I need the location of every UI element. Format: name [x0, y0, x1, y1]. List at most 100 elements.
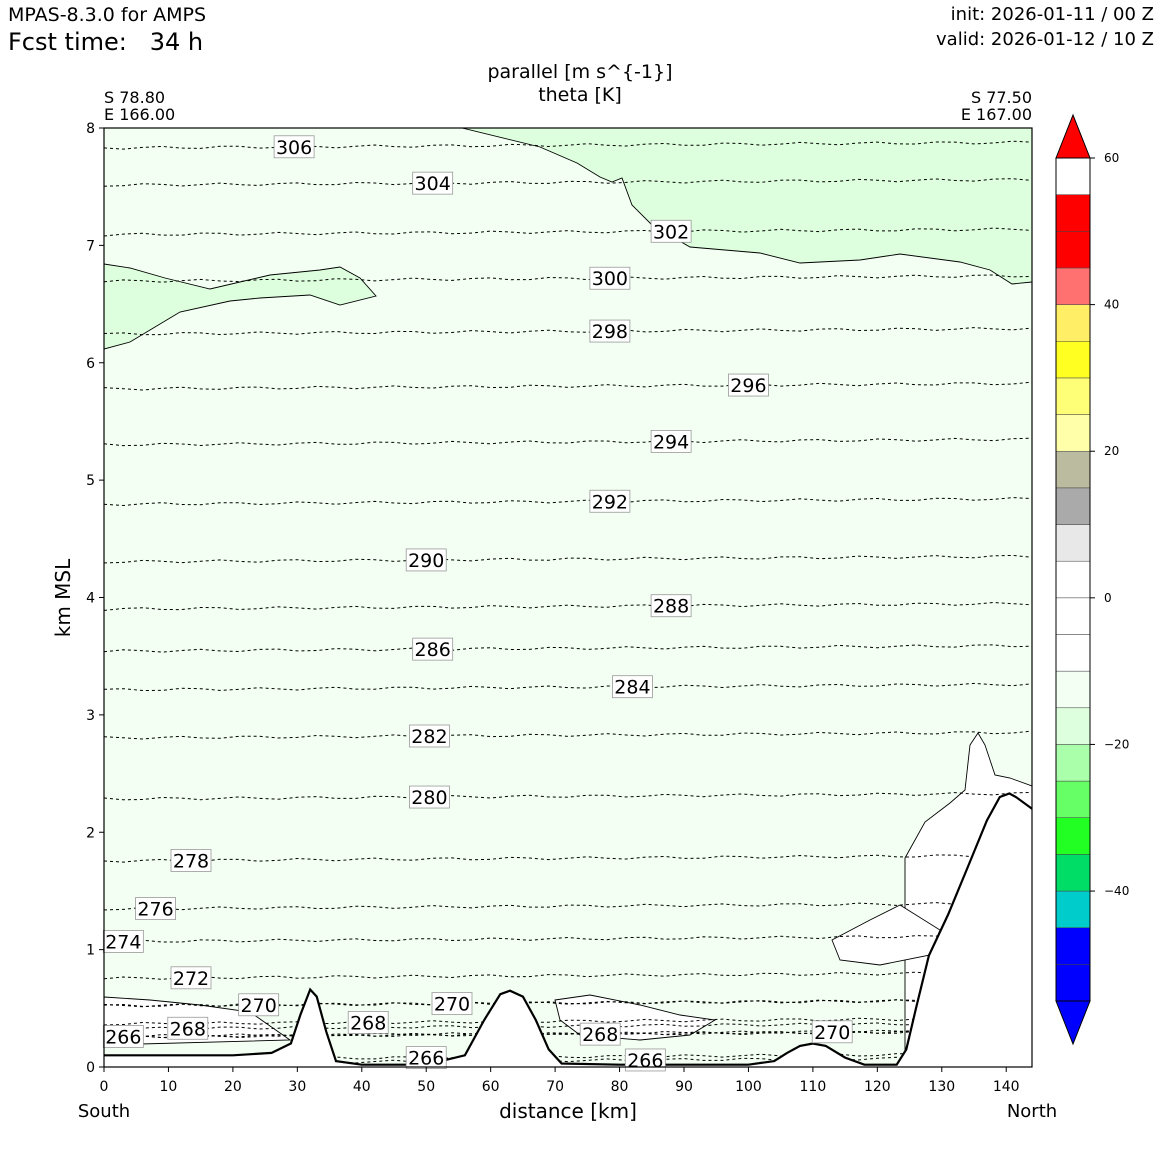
theta-label-box	[170, 966, 212, 990]
x-tick-label: 110	[800, 1079, 827, 1095]
y-tick-label: 6	[86, 356, 95, 372]
theta-label-274-16: 274	[102, 930, 144, 953]
theta-label-306-0: 306	[273, 135, 315, 159]
x-tick-label: 40	[353, 1079, 371, 1095]
theta-label-text: 278	[173, 850, 209, 872]
theta-label-text: 294	[653, 431, 689, 453]
theta-label-266-24: 266	[102, 1025, 144, 1048]
x-tick-label: 90	[675, 1079, 693, 1095]
theta-contour-300-3	[104, 274, 1032, 283]
theta-label-288-9: 288	[650, 594, 692, 618]
colorbar-tick-label: 40	[1104, 298, 1119, 312]
contour-labels: 306 304 302 300 298 296 294 292 290 288 286 284 282 2…	[102, 135, 853, 1072]
y-tick-label: 5	[86, 473, 95, 489]
theta-label-box	[167, 1016, 209, 1040]
theta-label-text: 266	[105, 1026, 141, 1048]
theta-label-278-14: 278	[170, 849, 212, 872]
theta-contour-268-21	[104, 1021, 1032, 1031]
theta-label-292-7: 292	[589, 489, 631, 513]
forecast-time: Fcst time: 34 h	[8, 28, 203, 56]
theta-label-text: 268	[582, 1024, 618, 1046]
colorbar-segment	[1055, 780, 1091, 818]
theta-label-282-12: 282	[409, 724, 450, 748]
terrain-outline	[104, 792, 1032, 1066]
theta-label-text: 268	[170, 1018, 206, 1040]
theta-contour-268-22	[104, 1017, 1032, 1026]
theta-contour-290-8	[104, 554, 1032, 564]
theta-label-text: 274	[105, 931, 141, 953]
theta-label-box	[650, 429, 692, 453]
y-tick-label: 8	[86, 121, 95, 137]
axes: 0 10 20 30 40 50 60 70 80 90 100 110 120 130 140 0 1 2 3 4 5…	[86, 121, 1020, 1095]
forecast-time-label: Fcst time:	[8, 28, 127, 56]
x-tick-label: 60	[482, 1079, 500, 1095]
colorbar-segment	[1055, 450, 1091, 489]
theta-label-box	[650, 219, 692, 243]
colorbar-tick-label: −40	[1104, 884, 1129, 898]
colorbar-segment	[1055, 817, 1091, 855]
colorbar-segment	[1055, 670, 1091, 709]
x-tick-label: 130	[928, 1079, 955, 1095]
right-end-lat: S 77.50	[971, 88, 1032, 107]
x-tick-label: 20	[224, 1079, 242, 1095]
theta-label-box	[405, 548, 447, 572]
theta-label-266-25: 266	[405, 1046, 447, 1070]
wind-fill-region-left	[104, 263, 377, 350]
theta-label-box	[409, 724, 450, 748]
theta-label-box	[409, 785, 450, 809]
theta-label-296-5: 296	[728, 373, 769, 397]
colorbar: 60 40 20 0 −20 −40	[1055, 113, 1129, 1046]
left-end-lon: E 166.00	[104, 105, 175, 124]
theta-label-text: 304	[415, 173, 451, 195]
theta-label-text: 268	[350, 1012, 386, 1034]
theta-contour-266-24	[104, 1029, 1032, 1039]
theta-label-text: 290	[408, 550, 444, 572]
theta-label-276-15: 276	[135, 897, 176, 921]
x-tick-label: 140	[993, 1079, 1020, 1095]
theta-label-266-26: 266	[624, 1048, 666, 1072]
y-tick-label: 0	[86, 1060, 95, 1076]
colorbar-segment	[1055, 304, 1091, 342]
colorbar-segment	[1055, 744, 1091, 782]
x-tick-label: 50	[417, 1079, 435, 1095]
colorbar-segment	[1055, 890, 1091, 928]
theta-label-text: 288	[653, 596, 689, 618]
y-tick-label: 7	[86, 238, 95, 254]
theta-label-300-3: 300	[589, 266, 631, 290]
y-axis-label: km MSL	[51, 558, 75, 637]
chart-title-line1: parallel [m s^{-1}]	[487, 61, 672, 83]
theta-label-box	[238, 993, 280, 1017]
theta-label-290-8: 290	[405, 548, 447, 572]
theta-label-270-18: 270	[238, 993, 280, 1017]
theta-contour-292-7	[104, 497, 1032, 507]
theta-contour-306-0	[104, 140, 1032, 150]
terrain-fill	[104, 793, 1032, 1067]
theta-contour-298-4	[104, 327, 1032, 336]
left-end-lat: S 78.80	[104, 88, 165, 107]
north-label: North	[1007, 1101, 1057, 1122]
theta-contour-278-14	[104, 853, 1032, 863]
x-tick-label: 10	[160, 1079, 178, 1095]
theta-label-box	[273, 135, 315, 159]
theta-label-text: 276	[137, 899, 173, 921]
theta-label-text: 266	[408, 1048, 444, 1070]
theta-label-text: 286	[415, 639, 451, 661]
theta-label-text: 306	[276, 137, 312, 159]
theta-label-box	[589, 266, 631, 290]
theta-label-box	[170, 849, 212, 872]
theta-label-box	[579, 1022, 621, 1046]
theta-label-text: 292	[592, 491, 628, 513]
theta-contour-302-2	[104, 227, 1032, 237]
theta-contour-272-17	[104, 971, 1032, 980]
theta-label-text: 272	[173, 968, 209, 990]
x-tick-label: 120	[864, 1079, 891, 1095]
colorbar-segment	[1055, 634, 1091, 672]
theta-label-text: 284	[614, 677, 650, 699]
colorbar-segment	[1055, 341, 1091, 379]
theta-contour-280-13	[104, 791, 1032, 801]
theta-label-text: 296	[730, 375, 766, 397]
colorbar-segment	[1055, 854, 1091, 892]
theta-label-box	[728, 373, 769, 397]
theta-label-280-13: 280	[409, 785, 450, 809]
theta-label-text: 270	[814, 1022, 850, 1044]
